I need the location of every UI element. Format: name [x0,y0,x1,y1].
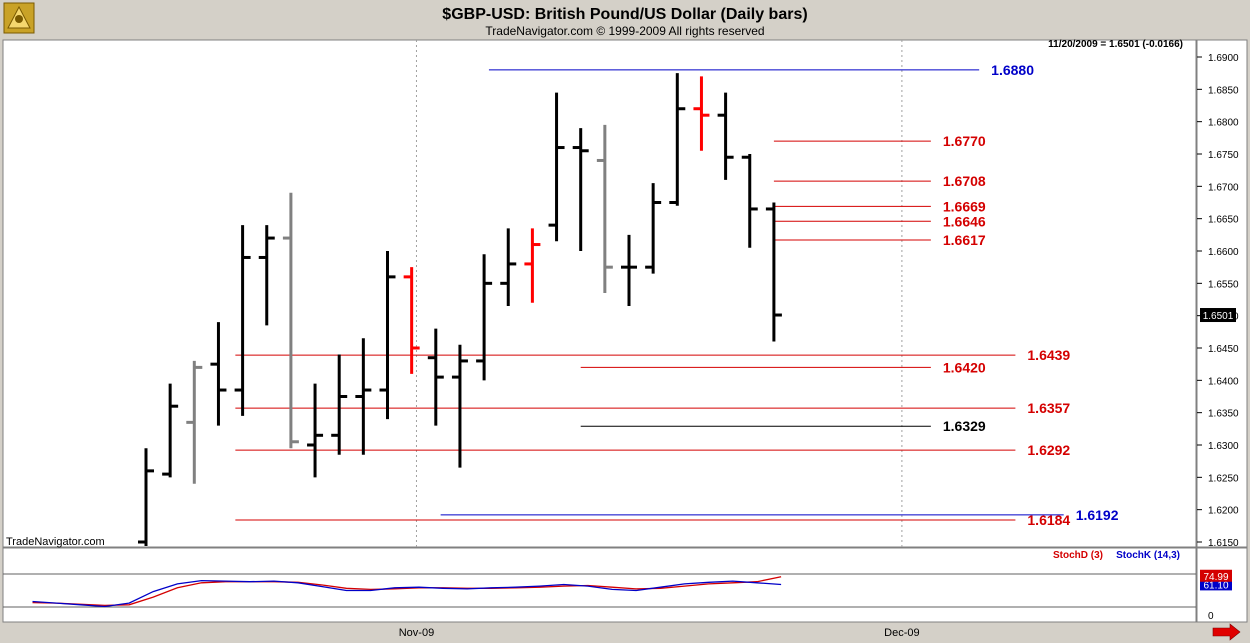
ohlc-bar [403,267,420,374]
price-tick-label: 1.6850 [1208,85,1239,96]
ohlc-bar [500,228,517,306]
ohlc-bar [476,254,493,381]
price-tick-label: 1.6550 [1208,279,1239,290]
ohlc-bar [645,183,662,274]
price-tick-label: 1.6250 [1208,473,1239,484]
ohlc-bar [355,338,372,455]
price-axis [1196,39,1248,548]
ohlc-bar [621,234,637,306]
ohlc-bar [379,251,396,420]
stochd-value: 74.99 [1203,572,1228,583]
last-price-tag [1200,308,1236,323]
last-price-value: 1.6501 [1203,311,1234,322]
stochastic-tick-label: 0 [1208,611,1214,622]
price-tick-label: 1.6650 [1208,215,1239,226]
price-tick-label: 1.6700 [1208,182,1239,193]
ohlc-bar [693,76,710,151]
chart-title: $GBP-USD: British Pound/US Dollar (Daily… [442,6,807,23]
ohlc-bars [138,73,782,546]
price-tick-label: 1.6750 [1208,150,1239,161]
date-tick-label: Dec-09 [884,627,919,639]
ohlc-bar [307,383,324,478]
watermark-text: TradeNavigator.com [6,536,105,548]
level-label: 1.6420 [943,359,986,375]
stochk-value: 61.10 [1203,580,1228,591]
level-label: 1.6669 [943,198,986,214]
ohlc-bar [234,225,251,416]
month-gridlines [415,40,903,622]
level-label: 1.6770 [943,133,986,149]
date-axis: Nov-09 Dec-09 [399,627,920,639]
ohlc-bar [548,92,565,242]
level-label: 1.6192 [1076,507,1119,523]
stochk-line [32,579,782,608]
price-tick-label: 1.6150 [1208,538,1239,549]
price-tick-label: 1.6200 [1208,506,1239,517]
title-bar [0,0,1250,38]
ohlc-bar [596,124,613,294]
price-tick-label: 1.6350 [1208,409,1239,420]
ohlc-bar [331,354,348,455]
level-label: 1.6708 [943,173,986,189]
ohlc-bar [138,448,154,546]
ohlc-bar [717,92,734,180]
level-label: 1.6329 [943,418,986,434]
ohlc-bar [162,383,179,478]
level-label: 1.6617 [943,232,986,248]
ohlc-bar [186,360,203,484]
level-label: 1.6357 [1027,400,1070,416]
price-tick-label: 1.6600 [1208,247,1239,258]
ohlc-bar [524,228,541,303]
chart-subtitle: TradeNavigator.com © 1999-2009 All right… [485,24,764,38]
stochastic-panel [2,547,1197,623]
ohlc-bar [282,192,299,449]
ohlc-bar [427,328,444,426]
ohlc-bar [572,128,589,251]
stochd-value-tag [1200,569,1232,582]
ohlc-bar [669,73,686,206]
date-tick-label: Nov-09 [399,627,434,639]
last-bar-readout: 11/20/2009 = 1.6501 (-0.0166) [1048,39,1183,50]
level-label: 1.6439 [1027,347,1070,363]
ohlc-bar [210,322,227,426]
stochk-legend: StochK (14,3) [1116,550,1180,561]
price-tick-label: 1.6400 [1208,376,1239,387]
ohlc-bar [451,344,468,468]
level-label: 1.6184 [1027,512,1070,528]
price-tick-label: 1.6900 [1208,53,1239,64]
ohlc-bar [258,225,275,326]
level-label: 1.6880 [991,62,1034,78]
price-panel [2,39,1197,548]
price-tick-label: 1.6300 [1208,441,1239,452]
app-logo-icon [3,2,35,34]
ohlc-bar [765,202,782,342]
ohlc-bar [741,154,758,248]
price-tick-label: 1.6450 [1208,344,1239,355]
scroll-right-arrow-icon[interactable] [1212,623,1241,641]
support-resistance-levels [235,69,1064,521]
price-tick-label: 1.6800 [1208,118,1239,129]
stochd-legend: StochD (3) [1053,550,1103,561]
level-label: 1.6646 [943,213,986,229]
level-label: 1.6292 [1027,442,1070,458]
